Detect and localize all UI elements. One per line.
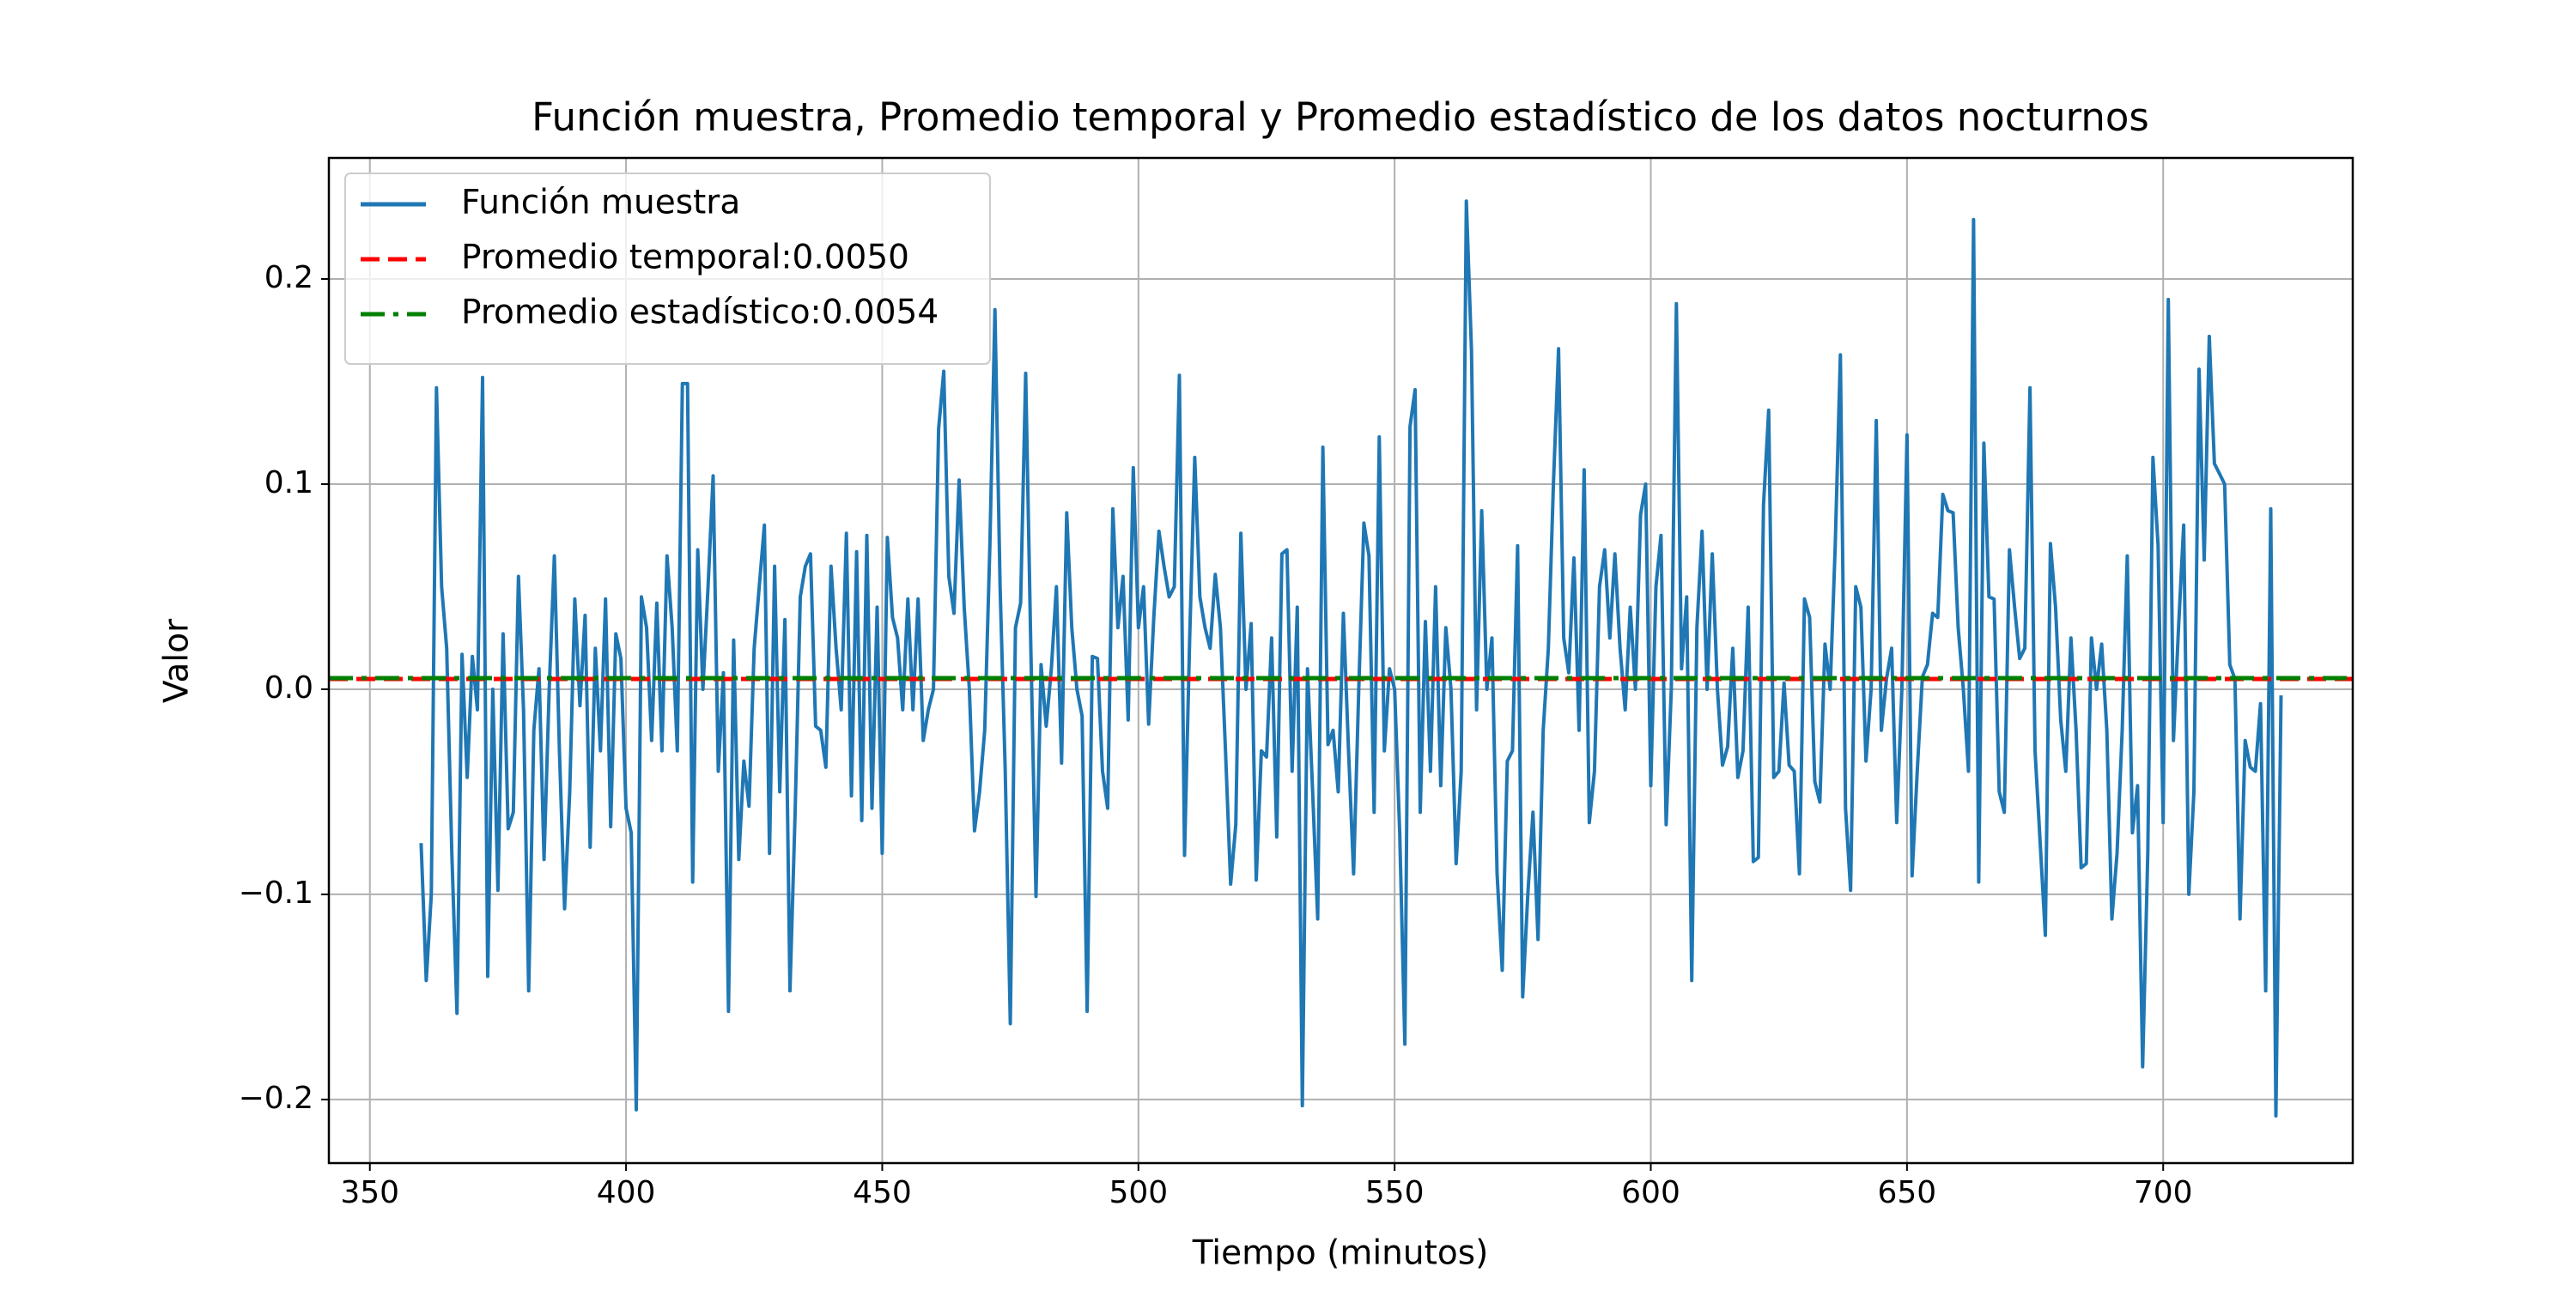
legend-label: Promedio estadístico:0.0054 — [461, 294, 939, 332]
x-tick-label: 550 — [1365, 1175, 1425, 1210]
x-tick-label: 650 — [1878, 1175, 1937, 1210]
plot-frame — [327, 156, 2354, 1165]
y-tick-label: −0.1 — [239, 876, 313, 911]
x-axis-label: Tiempo (minutos) — [1192, 1234, 1489, 1273]
x-tick-label: 600 — [1621, 1175, 1680, 1210]
x-tick-label: 700 — [2134, 1175, 2193, 1210]
y-tick-label: 0.2 — [264, 260, 313, 295]
y-axis-label: Valor — [158, 618, 197, 703]
legend-box — [344, 173, 991, 365]
x-tick-label: 350 — [340, 1175, 399, 1210]
legend-label: Función muestra — [461, 184, 740, 222]
x-tick-label: 450 — [853, 1175, 912, 1210]
y-tick-label: −0.2 — [239, 1081, 313, 1116]
x-tick-label: 500 — [1109, 1175, 1168, 1210]
legend-label: Promedio temporal:0.0050 — [461, 239, 909, 277]
x-tick-label: 400 — [597, 1175, 656, 1210]
data-line — [419, 199, 2283, 1118]
y-tick-label: 0.0 — [264, 670, 313, 706]
chart-title: Función muestra, Promedio temporal y Pro… — [532, 94, 2149, 140]
y-tick-label: 0.1 — [264, 465, 313, 500]
